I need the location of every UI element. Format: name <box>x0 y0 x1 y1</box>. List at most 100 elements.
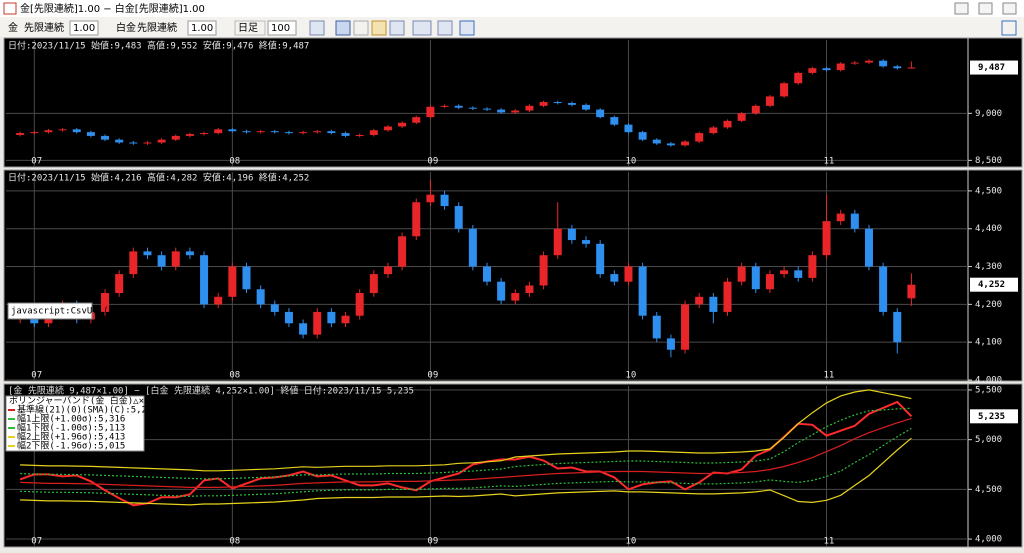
candle-body <box>383 266 392 275</box>
candle-body <box>157 139 166 143</box>
candle-body <box>794 72 803 84</box>
tool-button[interactable] <box>389 20 405 36</box>
candle-body <box>16 133 25 135</box>
candle-body <box>369 274 378 294</box>
candle-body <box>596 109 605 118</box>
tool-button[interactable] <box>371 20 387 36</box>
toolbar-label: 金 <box>8 21 18 34</box>
tooltip-box <box>7 302 93 320</box>
x-tick-label: 08 <box>229 537 240 547</box>
candle-body <box>313 131 322 133</box>
x-tick-label: 10 <box>625 537 636 547</box>
x-tick-label: 11 <box>824 371 835 381</box>
candle-body <box>341 315 350 324</box>
maximize-button[interactable] <box>978 2 993 15</box>
candle-body <box>907 284 916 299</box>
candle-body <box>582 104 591 110</box>
candle-body <box>200 255 209 305</box>
candle-body <box>624 124 633 133</box>
last-value-label: 5,235 <box>978 412 1005 422</box>
y-tick-label: 5,000 <box>975 435 1002 445</box>
candle-body <box>695 296 704 305</box>
candle-body <box>30 132 39 134</box>
settings-button[interactable] <box>1001 20 1017 36</box>
toolbar-label: 白金 <box>116 21 136 34</box>
candle-body <box>129 142 138 144</box>
candle-body <box>101 293 110 312</box>
candle-body <box>454 206 463 229</box>
x-tick-label: 11 <box>824 157 835 167</box>
candle-body <box>808 255 817 278</box>
refresh-button[interactable] <box>459 20 475 36</box>
candle-body <box>355 293 364 316</box>
candle-body <box>327 311 336 324</box>
restore-button[interactable] <box>954 2 969 15</box>
candle-body <box>666 143 675 146</box>
app-icon <box>3 2 17 15</box>
candle-body <box>681 141 690 146</box>
candle-body <box>652 315 661 339</box>
candle-body <box>185 251 194 256</box>
plot <box>6 172 968 380</box>
candle-body <box>723 281 732 312</box>
panel-header: [金 先限連続 9,487×1.00] − [白金 先限連続 4,252×1.0… <box>8 385 414 397</box>
candle-body <box>794 270 803 278</box>
candle-body <box>412 117 421 123</box>
panel-background <box>3 383 1023 548</box>
candle-body <box>638 266 647 316</box>
period-select[interactable] <box>234 20 266 36</box>
series-line <box>20 389 912 472</box>
candle-body <box>299 323 308 335</box>
candle-body <box>468 107 477 109</box>
candle-body <box>72 129 81 133</box>
candle-body <box>313 311 322 335</box>
candle-body <box>383 126 392 131</box>
close-button[interactable] <box>1002 2 1017 15</box>
candle-body <box>765 96 774 106</box>
series-line <box>20 407 912 480</box>
candle-body <box>822 221 831 256</box>
candle-body <box>525 105 534 111</box>
plot <box>6 40 968 166</box>
candle-body <box>836 213 845 222</box>
plot <box>6 386 968 546</box>
candle-body <box>440 105 449 107</box>
multiplier-input[interactable] <box>187 20 217 36</box>
candle-body <box>907 67 916 69</box>
candle-body <box>171 135 180 140</box>
tool-button[interactable] <box>309 20 325 36</box>
candle-body <box>624 266 633 282</box>
panel-background <box>3 169 1023 382</box>
y-tick-label: 4,100 <box>975 338 1002 348</box>
candle-body <box>398 236 407 267</box>
count-input[interactable] <box>267 20 297 36</box>
y-tick-label: 4,000 <box>975 535 1002 545</box>
candle-body <box>44 130 53 133</box>
title-bar <box>0 0 1024 17</box>
multiplier-value: 1.00 <box>73 23 95 34</box>
candle-body <box>270 304 279 312</box>
tool-button[interactable] <box>335 20 351 36</box>
candle-body <box>539 255 548 286</box>
tool-button[interactable] <box>353 20 369 36</box>
panel-header: 日付:2023/11/15 始値:4,216 高値:4,282 安値:4,196… <box>8 172 309 184</box>
candle-body <box>86 132 95 136</box>
candle-body <box>440 194 449 207</box>
tool-button[interactable] <box>437 20 453 36</box>
candle-body <box>256 131 265 133</box>
x-tick-label: 10 <box>625 371 636 381</box>
candle-body <box>737 266 746 282</box>
candle-body <box>214 296 223 305</box>
panel-background <box>3 37 1023 168</box>
candle-body <box>751 266 760 290</box>
candle-body <box>327 131 336 134</box>
legend-label: 幅2上限(+1.96σ):5,413 <box>17 431 125 443</box>
indicator-button[interactable] <box>412 20 432 36</box>
multiplier-input[interactable] <box>69 20 99 36</box>
candle-body <box>171 251 180 267</box>
last-value-label: 4,252 <box>978 280 1005 290</box>
candle-body <box>284 311 293 324</box>
last-value-box <box>970 60 1018 75</box>
candle-body <box>398 122 407 127</box>
